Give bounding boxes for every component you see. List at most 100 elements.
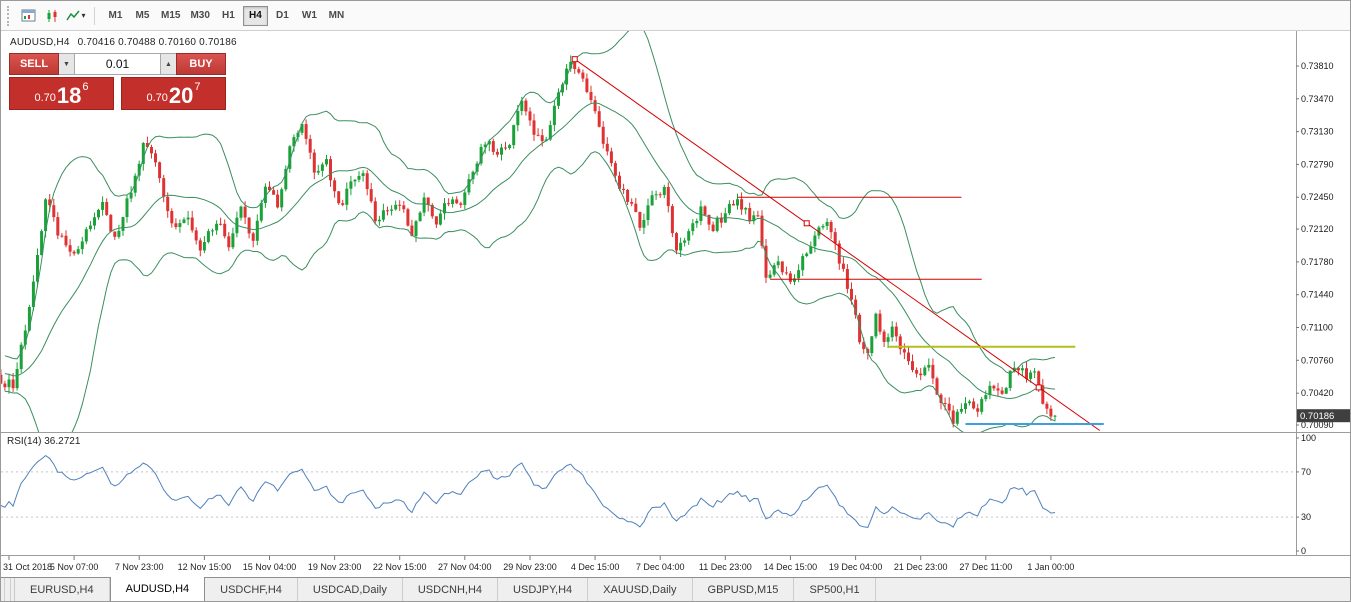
descending-trendline <box>574 58 1101 431</box>
time-axis-label: 4 Dec 15:00 <box>571 562 620 572</box>
volume-decrease-button[interactable]: ▼ <box>59 53 75 75</box>
tab-sp500-h1[interactable]: SP500,H1 <box>794 578 876 601</box>
toolbar-grip[interactable] <box>7 5 12 26</box>
time-axis-label: 19 Nov 23:00 <box>308 562 362 572</box>
sell-button[interactable]: SELL <box>9 53 59 75</box>
timeframe-d1[interactable]: D1 <box>276 10 289 21</box>
bid-sup-digit: 6 <box>82 81 89 93</box>
candlestick-icon <box>47 9 57 22</box>
dropdown-caret-icon: ▾ <box>81 11 86 20</box>
price-scale-label: 0.70760 <box>1301 355 1334 365</box>
tab-usdchf-h4[interactable]: USDCHF,H4 <box>205 578 298 601</box>
price-scale-label: 0.72790 <box>1301 159 1334 169</box>
rsi-scale-label: 0 <box>1301 546 1306 556</box>
time-axis-label: 11 Dec 23:00 <box>699 562 752 572</box>
chart-symbol-period: AUDUSD,H4 <box>10 37 70 48</box>
price-scale-label: 0.72450 <box>1301 192 1334 202</box>
rsi-panel <box>1 454 1295 528</box>
time-axis-label: 7 Nov 23:00 <box>115 562 164 572</box>
timeframe-h1[interactable]: H1 <box>222 10 235 21</box>
current-price-text: 0.70186 <box>1300 411 1334 422</box>
toolbar: ▾ M1 M5 M15 M30 H1 H4 D1 W1 MN <box>1 1 1350 31</box>
rsi-scale-label: 70 <box>1301 467 1311 477</box>
time-axis-label: 14 Dec 15:00 <box>764 562 818 572</box>
tab-usdjpy-h4[interactable]: USDJPY,H4 <box>498 578 589 601</box>
timeframe-w1[interactable]: W1 <box>301 10 317 21</box>
price-chart-canvas[interactable]: 0.73810 0.73470 0.73130 0.72790 0.72450 0.721… <box>1 31 1351 579</box>
volume-input[interactable]: 0.01 <box>75 53 160 75</box>
timeframe-toolbar: M1 M5 M15 M30 H1 H4 D1 W1 MN <box>102 5 350 26</box>
candles-layer <box>1 55 1057 428</box>
price-scale-label: 0.71440 <box>1301 290 1334 300</box>
trendline-handle <box>803 220 810 227</box>
timeframe-m5[interactable]: M5 <box>135 10 150 21</box>
chart-objects[interactable] <box>571 56 1104 431</box>
chart-window-icon[interactable] <box>17 5 39 27</box>
trendline-handle <box>571 56 578 63</box>
ask-sup-digit: 7 <box>194 81 201 93</box>
time-axis-label: 27 Dec 11:00 <box>959 562 1012 572</box>
time-axis-label: 31 Oct 2018 <box>3 562 52 572</box>
time-axis-label: 1 Jan 00:00 <box>1027 562 1074 572</box>
price-scale-label: 0.71100 <box>1301 323 1333 333</box>
timeframe-h4[interactable]: H4 <box>242 5 268 26</box>
bid-prefix: 0.70 <box>34 92 56 104</box>
chart-title: AUDUSD,H4 0.70416 0.70488 0.70160 0.70186 <box>10 37 237 48</box>
ask-price-button[interactable]: 0.70 20 7 <box>121 77 226 110</box>
volume-increase-button[interactable]: ▲ <box>160 53 176 75</box>
time-axis-label: 5 Nov 07:00 <box>50 562 99 572</box>
tab-usdcad-daily[interactable]: USDCAD,Daily <box>298 578 403 601</box>
down-arrow-icon: ▼ <box>63 60 70 68</box>
trendline-handle <box>1035 384 1042 391</box>
time-axis-label: 22 Nov 15:00 <box>373 562 427 572</box>
indicator-line-icon <box>66 10 81 20</box>
timeframe-m1[interactable]: M1 <box>108 10 123 21</box>
price-scale-label: 0.73470 <box>1301 94 1334 104</box>
tab-eurusd-h4[interactable]: EURUSD,H4 <box>15 578 110 601</box>
tab-audusd-h4[interactable]: AUDUSD,H4 <box>109 577 206 601</box>
price-scale-label: 0.72120 <box>1301 224 1334 234</box>
tab-usdcnh-h4[interactable]: USDCNH,H4 <box>403 578 499 601</box>
indicators-icon[interactable]: ▾ <box>65 5 87 27</box>
time-axis-label: 19 Dec 04:00 <box>829 562 883 572</box>
tabbar-grip[interactable] <box>1 578 15 601</box>
time-axis-label: 29 Nov 23:00 <box>503 562 557 572</box>
price-scale-label: 0.73810 <box>1301 61 1334 71</box>
chart-tabs-bar: EURUSD,H4 AUDUSD,H4 USDCHF,H4 USDCAD,Daily U… <box>1 577 1350 601</box>
rsi-indicator-label: RSI(14) 36.2721 <box>7 436 81 447</box>
time-axis-label: 27 Nov 04:00 <box>438 562 492 572</box>
one-click-trading-panel: SELL ▼ 0.01 ▲ BUY 0.70 18 6 0.70 20 7 <box>9 53 226 110</box>
time-axis-label: 12 Nov 15:00 <box>178 562 232 572</box>
time-axis-label: 15 Nov 04:00 <box>243 562 297 572</box>
timeframe-mn[interactable]: MN <box>328 10 345 21</box>
price-panel <box>1 31 1104 432</box>
tab-xauusd-daily[interactable]: XAUUSD,Daily <box>588 578 693 601</box>
rsi-scale-label: 100 <box>1301 433 1316 443</box>
tab-gbpusd-m15[interactable]: GBPUSD,M15 <box>693 578 795 601</box>
bollinger-bands <box>4 31 1056 432</box>
bid-big-digits: 18 <box>56 83 82 108</box>
bid-price-button[interactable]: 0.70 18 6 <box>9 77 114 110</box>
price-scale-label: 0.71780 <box>1301 257 1334 267</box>
chart-tabs: EURUSD,H4 AUDUSD,H4 USDCHF,H4 USDCAD,Daily U… <box>15 577 876 601</box>
rsi-line <box>1 454 1056 528</box>
scales[interactable]: 0.73810 0.73470 0.73130 0.72790 0.72450 0.721… <box>1 31 1351 572</box>
current-price-badge <box>1297 409 1350 423</box>
ask-big-digits: 20 <box>168 83 194 108</box>
up-arrow-icon: ▲ <box>165 60 172 68</box>
timeframe-m30[interactable]: M30 <box>190 10 210 21</box>
chart-ohlc-values: 0.70416 0.70488 0.70160 0.70186 <box>77 37 237 48</box>
ask-prefix: 0.70 <box>146 92 168 104</box>
price-scale-label: 0.70090 <box>1301 420 1334 430</box>
window-icon <box>21 9 35 22</box>
chart-type-icon[interactable] <box>41 5 63 27</box>
time-axis-label: 7 Dec 04:00 <box>636 562 685 572</box>
price-scale-label: 0.70420 <box>1301 388 1334 398</box>
rsi-scale-label: 30 <box>1301 512 1311 522</box>
time-axis-label: 21 Dec 23:00 <box>894 562 948 572</box>
toolbar-separator <box>94 6 95 25</box>
price-scale-label: 0.73130 <box>1301 127 1334 137</box>
timeframe-m15[interactable]: M15 <box>161 10 181 21</box>
buy-button[interactable]: BUY <box>176 53 226 75</box>
